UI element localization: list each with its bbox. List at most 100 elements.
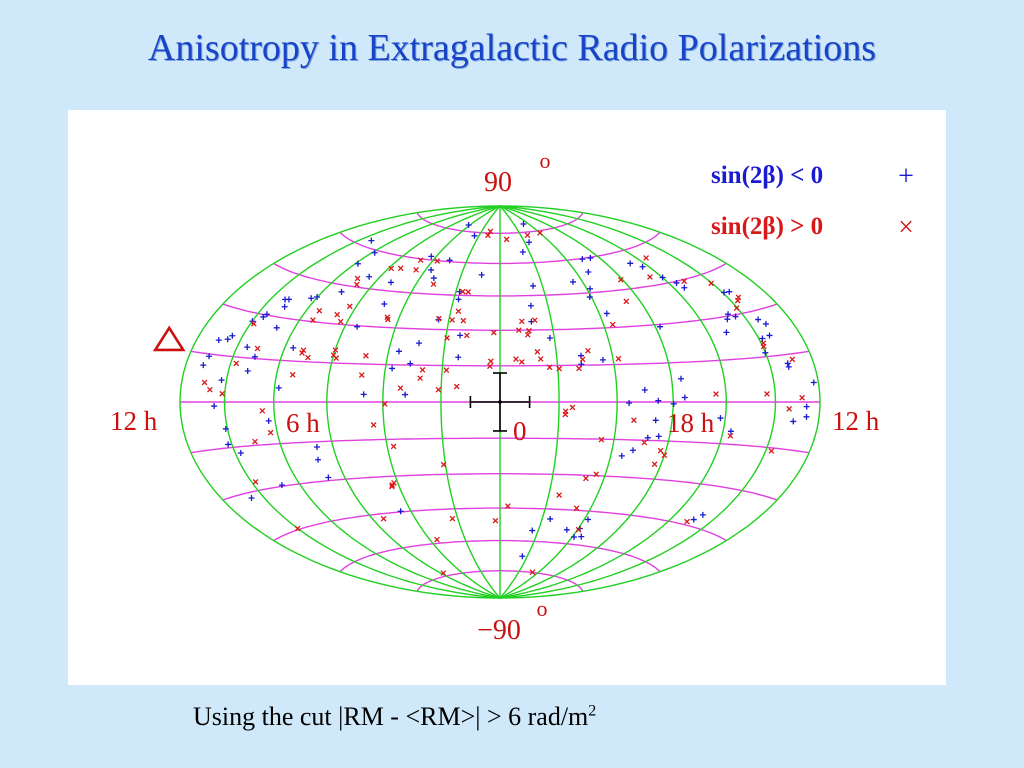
point-cross [397, 385, 404, 391]
point-plus [244, 368, 251, 375]
point-cross [681, 278, 688, 285]
point-cross [713, 391, 719, 397]
anchor-marker-group [152, 325, 186, 352]
point-plus [677, 375, 684, 382]
point-plus [547, 515, 554, 522]
point-plus [229, 332, 236, 339]
point-cross [518, 318, 525, 325]
point-cross [518, 359, 525, 365]
point-cross [487, 358, 494, 365]
point-cross [219, 390, 226, 397]
meridian-line [499, 205, 728, 599]
point-cross [334, 311, 341, 318]
point-cross [537, 230, 543, 236]
point-cross [647, 274, 653, 280]
point-plus [281, 303, 288, 310]
point-plus [618, 452, 625, 459]
lat-label-top: 90 [484, 167, 512, 198]
point-cross [651, 461, 658, 468]
point-plus [690, 516, 697, 523]
point-cross [397, 265, 404, 272]
point-plus [755, 316, 762, 323]
point-plus [626, 400, 633, 407]
point-plus [206, 353, 213, 360]
point-plus [726, 288, 733, 295]
point-cross [526, 327, 532, 334]
point-cross [657, 447, 664, 454]
point-plus [639, 263, 646, 270]
point-plus [529, 527, 536, 534]
point-plus [629, 447, 636, 454]
point-cross [440, 461, 447, 468]
point-cross [579, 356, 586, 363]
point-cross [419, 367, 426, 373]
lat-degree-top: o [540, 148, 551, 173]
point-cross [733, 305, 740, 311]
legend-marker-cross: × [898, 212, 914, 243]
point-plus [585, 268, 592, 275]
point-plus [275, 384, 282, 391]
meridian-line [179, 205, 501, 599]
point-plus [655, 397, 662, 404]
point-cross [598, 436, 605, 443]
point-cross [615, 355, 622, 362]
point-cross [768, 448, 775, 454]
point-cross [434, 536, 440, 543]
point-cross [294, 525, 301, 532]
point-cross [643, 255, 650, 261]
point-cross [417, 375, 424, 382]
point-cross [556, 365, 563, 372]
point-cross [786, 406, 793, 412]
point-plus [471, 232, 478, 239]
point-plus [681, 284, 688, 291]
point-plus [465, 221, 472, 228]
point-plus [627, 260, 634, 267]
point-cross [250, 320, 257, 327]
point-cross [388, 265, 395, 272]
point-cross [575, 526, 582, 533]
point-plus [371, 249, 378, 256]
point-plus [368, 237, 375, 244]
point-plus [578, 533, 585, 540]
point-plus [211, 403, 218, 410]
point-cross [333, 355, 340, 362]
point-cross [358, 372, 365, 378]
point-cross [727, 432, 734, 439]
point-plus [200, 362, 207, 369]
point-plus [520, 220, 527, 227]
point-cross [529, 569, 536, 576]
point-cross [363, 352, 369, 359]
point-plus [644, 434, 651, 441]
point-cross [576, 365, 582, 372]
lat-label-bottom: −90 [477, 615, 521, 646]
point-cross [299, 350, 305, 356]
point-cross [449, 317, 456, 323]
legend: sin(2β) < 0 + sin(2β) > 0 × [711, 161, 914, 243]
point-plus [766, 332, 773, 339]
point-plus [416, 340, 423, 347]
point-plus [381, 301, 388, 308]
point-plus [673, 279, 680, 286]
point-cross [684, 518, 690, 525]
point-plus [366, 273, 373, 280]
point-plus [224, 336, 231, 343]
point-plus [325, 474, 332, 481]
point-cross [346, 303, 353, 310]
point-plus [455, 296, 462, 303]
meridian-line [223, 205, 501, 599]
point-plus [446, 257, 453, 264]
point-cross [537, 356, 544, 362]
errorbar-center [498, 400, 502, 404]
point-cross [515, 327, 522, 334]
point-plus [519, 248, 526, 255]
meridian-line [499, 205, 821, 599]
point-plus [527, 302, 534, 309]
point-plus [249, 318, 256, 325]
point-plus [455, 354, 462, 361]
point-cross [583, 475, 589, 482]
point-plus [784, 360, 791, 367]
point-cross [799, 394, 805, 401]
point-plus [655, 433, 662, 440]
point-cross [463, 332, 470, 339]
point-plus [724, 316, 731, 323]
